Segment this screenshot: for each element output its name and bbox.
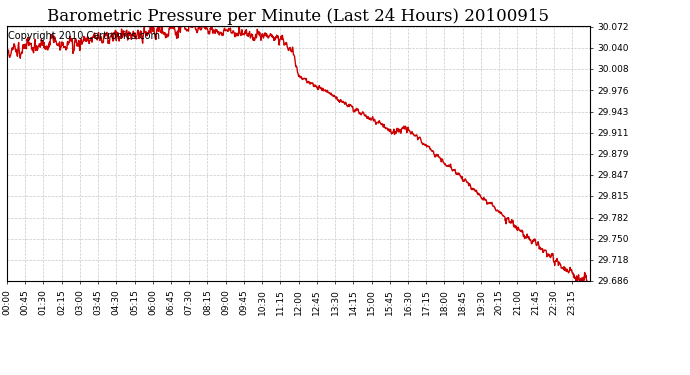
Text: Copyright 2010 Cartronics.com: Copyright 2010 Cartronics.com [8, 32, 160, 41]
Title: Barometric Pressure per Minute (Last 24 Hours) 20100915: Barometric Pressure per Minute (Last 24 … [48, 8, 549, 25]
